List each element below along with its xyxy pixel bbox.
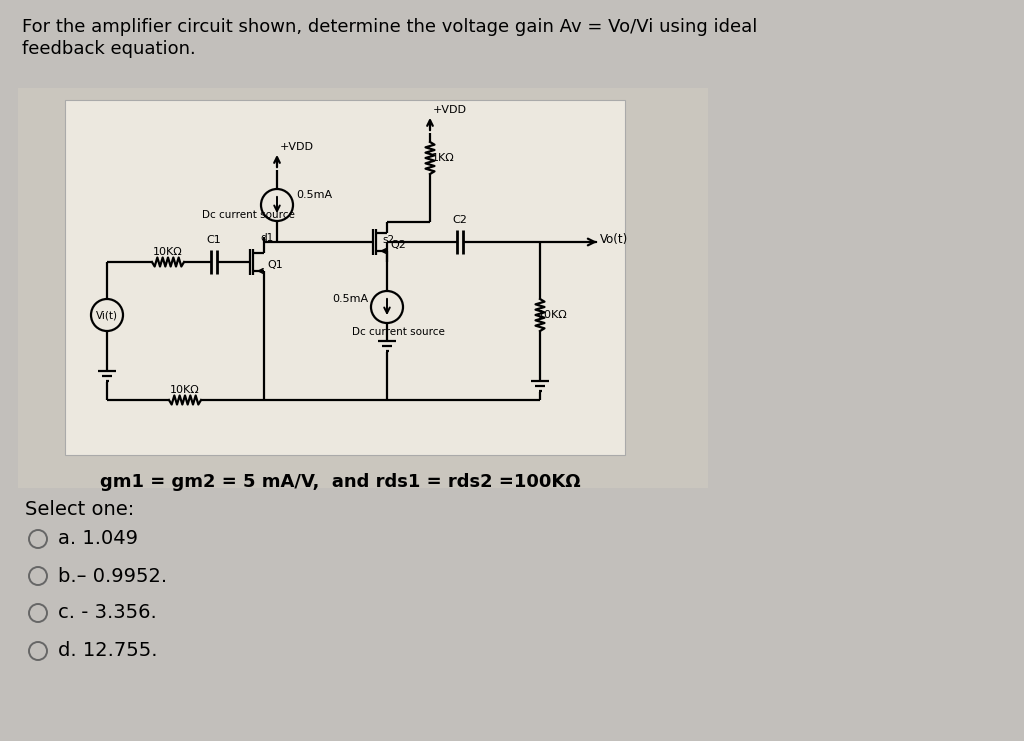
Text: +VDD: +VDD (280, 142, 314, 152)
Text: For the amplifier circuit shown, determine the voltage gain Av = Vo/Vi using ide: For the amplifier circuit shown, determi… (22, 18, 758, 36)
Text: +VDD: +VDD (433, 105, 467, 115)
Text: C1: C1 (207, 235, 221, 245)
Text: b.– 0.9952.: b.– 0.9952. (58, 567, 167, 585)
Text: Q1: Q1 (267, 260, 283, 270)
Text: 1KΩ: 1KΩ (432, 153, 455, 163)
Text: 10KΩ: 10KΩ (154, 247, 183, 257)
Text: Q2: Q2 (390, 240, 406, 250)
Text: Dc current source: Dc current source (352, 327, 444, 337)
Text: s2: s2 (382, 235, 394, 245)
Text: d. 12.755.: d. 12.755. (58, 642, 158, 660)
Text: 0.5mA: 0.5mA (332, 294, 368, 304)
Text: 0.5mA: 0.5mA (296, 190, 332, 200)
Text: Dc current source: Dc current source (202, 210, 295, 220)
Text: Vi(t): Vi(t) (96, 310, 118, 320)
Text: 10KΩ: 10KΩ (539, 310, 568, 320)
Text: d1: d1 (260, 233, 273, 243)
Text: c. - 3.356.: c. - 3.356. (58, 603, 157, 622)
Text: Select one:: Select one: (25, 500, 134, 519)
Text: 10KΩ: 10KΩ (170, 385, 200, 395)
Text: C2: C2 (453, 215, 467, 225)
Text: Vo(t): Vo(t) (600, 233, 629, 247)
Text: feedback equation.: feedback equation. (22, 40, 196, 58)
Text: a. 1.049: a. 1.049 (58, 530, 138, 548)
Text: gm1 = gm2 = 5 mA/V,  and rds1 = rds2 =100KΩ: gm1 = gm2 = 5 mA/V, and rds1 = rds2 =100… (100, 473, 581, 491)
FancyBboxPatch shape (65, 100, 625, 455)
FancyBboxPatch shape (18, 88, 708, 488)
